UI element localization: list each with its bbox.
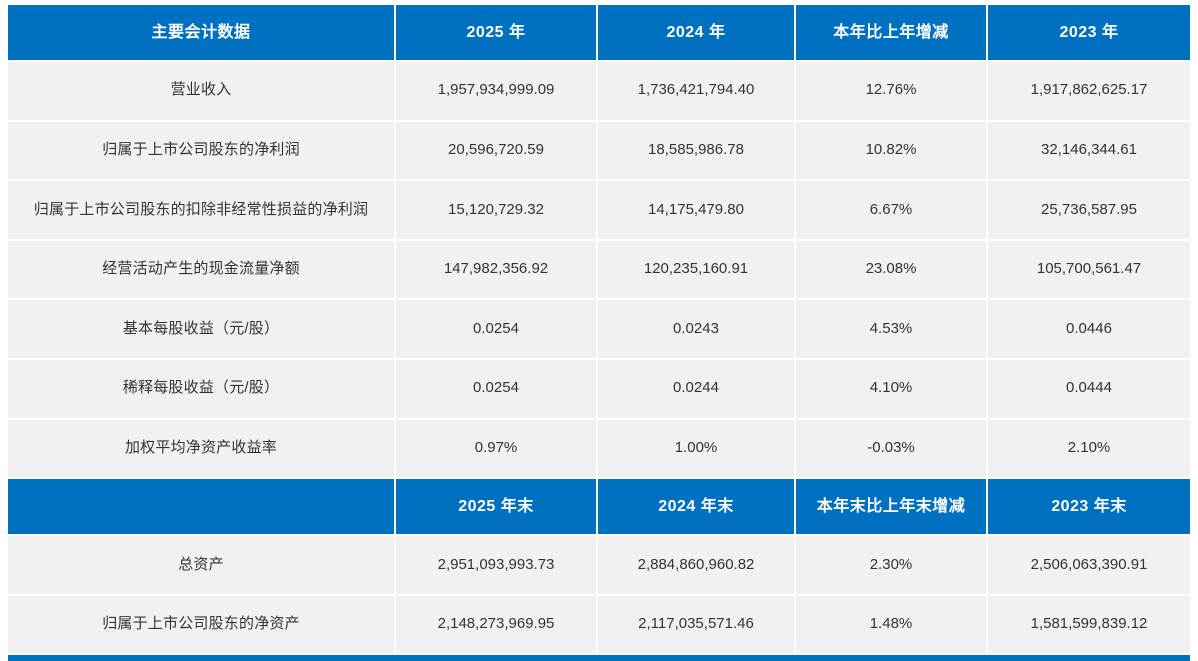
header-end-2025: 2025 年末 [396, 479, 596, 535]
row-label-net-profit-excl-nonrecurring: 归属于上市公司股东的扣除非经常性损益的净利润 [8, 181, 394, 239]
cell-value: 1.48% [796, 595, 986, 654]
cell-value: 4.53% [796, 300, 986, 358]
cell-value: 23.08% [796, 240, 986, 299]
cell-value: 0.97% [396, 419, 596, 478]
cell-value: 4.10% [796, 359, 986, 418]
row-label-net-profit-attributable: 归属于上市公司股东的净利润 [8, 121, 394, 180]
cell-value: 2.10% [988, 419, 1190, 478]
cell-value: 1,957,934,999.09 [396, 62, 596, 120]
header-yoy-change: 本年比上年增减 [796, 5, 986, 60]
cell-value: 2.30% [796, 536, 986, 594]
cell-value: 2,148,273,969.95 [396, 595, 596, 654]
accounting-data-grid: 主要会计数据 2025 年 2024 年 本年比上年增减 2023 年 营业收入… [8, 5, 1190, 654]
header-end-2023: 2023 年末 [988, 479, 1190, 535]
header-end-2024: 2024 年末 [598, 479, 794, 535]
row-label-diluted-eps: 稀释每股收益（元/股） [8, 359, 394, 418]
cell-value: 15,120,729.32 [396, 181, 596, 239]
cell-value: 6.67% [796, 181, 986, 239]
cell-value: 2,884,860,960.82 [598, 536, 794, 594]
header-main-accounting-data: 主要会计数据 [8, 5, 394, 60]
row-label-operating-cash-flow: 经营活动产生的现金流量净额 [8, 240, 394, 299]
cell-value: 2,117,035,571.46 [598, 595, 794, 654]
cell-value: 0.0254 [396, 300, 596, 358]
cell-value: 1,736,421,794.40 [598, 62, 794, 120]
table-bottom-accent-bar [8, 655, 1190, 661]
header2-empty-cell [8, 479, 394, 535]
cell-value: 120,235,160.91 [598, 240, 794, 299]
cell-value: 32,146,344.61 [988, 121, 1190, 180]
cell-value: 12.76% [796, 62, 986, 120]
row-label-net-assets-attributable: 归属于上市公司股东的净资产 [8, 595, 394, 654]
row-label-total-assets: 总资产 [8, 536, 394, 594]
cell-value: 105,700,561.47 [988, 240, 1190, 299]
financial-summary-table: 主要会计数据 2025 年 2024 年 本年比上年增减 2023 年 营业收入… [8, 5, 1190, 661]
cell-value: 2,951,093,993.73 [396, 536, 596, 594]
cell-value: -0.03% [796, 419, 986, 478]
header-year-2025: 2025 年 [396, 5, 596, 60]
header-year-2023: 2023 年 [988, 5, 1190, 60]
cell-value: 0.0243 [598, 300, 794, 358]
cell-value: 14,175,479.80 [598, 181, 794, 239]
cell-value: 0.0444 [988, 359, 1190, 418]
row-label-basic-eps: 基本每股收益（元/股） [8, 300, 394, 358]
cell-value: 10.82% [796, 121, 986, 180]
cell-value: 18,585,986.78 [598, 121, 794, 180]
header-yearend-change: 本年末比上年末增减 [796, 479, 986, 535]
header-year-2024: 2024 年 [598, 5, 794, 60]
cell-value: 25,736,587.95 [988, 181, 1190, 239]
cell-value: 0.0446 [988, 300, 1190, 358]
cell-value: 1.00% [598, 419, 794, 478]
cell-value: 147,982,356.92 [396, 240, 596, 299]
cell-value: 2,506,063,390.91 [988, 536, 1190, 594]
cell-value: 1,581,599,839.12 [988, 595, 1190, 654]
cell-value: 20,596,720.59 [396, 121, 596, 180]
cell-value: 1,917,862,625.17 [988, 62, 1190, 120]
cell-value: 0.0254 [396, 359, 596, 418]
cell-value: 0.0244 [598, 359, 794, 418]
row-label-weighted-avg-roe: 加权平均净资产收益率 [8, 419, 394, 478]
row-label-operating-revenue: 营业收入 [8, 62, 394, 120]
